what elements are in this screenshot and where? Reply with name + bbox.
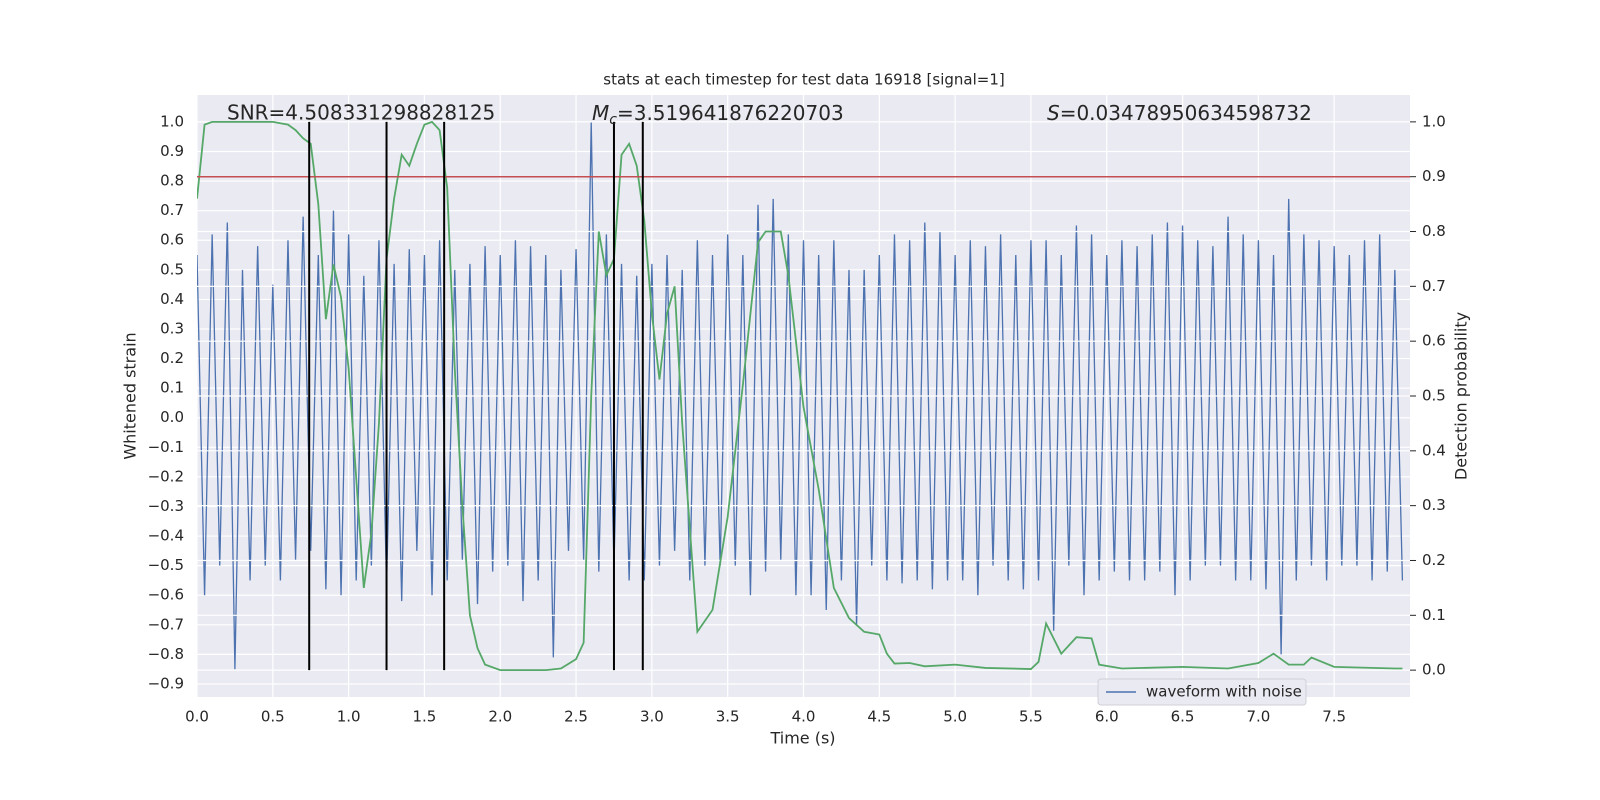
x-tick-label: 1.5 [413, 708, 437, 726]
y-tick-label: 0.1 [160, 379, 184, 397]
y2-tick-label: 0.9 [1422, 167, 1446, 185]
symbol: M [592, 101, 609, 125]
x-tick-label: 7.0 [1246, 708, 1270, 726]
y-tick-label: −0.1 [148, 438, 184, 456]
y-tick-label: −0.2 [148, 467, 184, 485]
snr-annotation: SNR=4.508331298828125 [227, 101, 495, 125]
y-tick-label: 1.0 [160, 112, 184, 130]
clip-group [197, 120, 1410, 672]
score-annotation: S=0.03478950634598732 [1047, 101, 1312, 125]
y-axis-label: Whitened strain [121, 332, 140, 459]
y2-tick-label: 0.7 [1422, 277, 1446, 295]
y-tick-label: −0.7 [148, 615, 184, 633]
x-tick-label: 0.0 [185, 708, 209, 726]
y-tick-label: 0.4 [160, 290, 184, 308]
y-tick-label: −0.5 [148, 556, 184, 574]
legend-label: waveform with noise [1146, 683, 1302, 701]
x-tick-label: 1.0 [337, 708, 361, 726]
y-tick-label: 0.8 [160, 172, 184, 190]
y2-axis-label: Detection probability [1452, 312, 1471, 480]
y2-tick-label: 0.2 [1422, 551, 1446, 569]
y-tick-label: −0.9 [148, 674, 184, 692]
x-tick-label: 5.5 [1019, 708, 1043, 726]
x-tick-label: 6.5 [1171, 708, 1195, 726]
series-line [197, 120, 1403, 672]
chart-title: stats at each timestep for test data 169… [603, 71, 1004, 89]
y-tick-label: 0.6 [160, 231, 184, 249]
legend-box [1097, 678, 1307, 706]
x-tick-label: 7.5 [1322, 708, 1346, 726]
y-tick-label: 0.9 [160, 142, 184, 160]
y2-tick-label: 0.1 [1422, 606, 1446, 624]
y2-tick-label: 0.0 [1422, 661, 1446, 679]
x-tick-label: 6.0 [1095, 708, 1119, 726]
y2-tick-label: 0.8 [1422, 222, 1446, 240]
x-tick-label: 3.0 [640, 708, 664, 726]
y-tick-label: 0.3 [160, 319, 184, 337]
chirp-mass-annotation: Mc=3.519641876220703 [592, 101, 844, 129]
y2-tick-label: 0.6 [1422, 332, 1446, 350]
subscript: c [609, 112, 617, 128]
y-tick-label: 0.2 [160, 349, 184, 367]
symbol: S [1047, 101, 1060, 125]
y2-tick-label: 1.0 [1422, 112, 1446, 130]
legend: waveform with noise [1097, 678, 1307, 706]
x-axis-label: Time (s) [769, 729, 835, 748]
x-tick-label: 0.5 [261, 708, 285, 726]
y-tick-label: −0.6 [148, 586, 184, 604]
y-tick-label: −0.3 [148, 497, 184, 515]
y-tick-label: 0.0 [160, 408, 184, 426]
x-tick-label: 2.5 [564, 708, 588, 726]
x-tick-label: 5.0 [943, 708, 967, 726]
series-line [197, 121, 1404, 670]
x-tick-label: 4.5 [867, 708, 891, 726]
x-tick-label: 3.5 [716, 708, 740, 726]
x-tick-label: 2.0 [488, 708, 512, 726]
value-text: =0.03478950634598732 [1060, 101, 1312, 125]
plot-area: 0.0 0.5 1.0 1.5 2.0 2.5 3.0 3.5 4.0 4.5 5.0 5.5 6.0 6… [148, 95, 1446, 726]
y-tick-label: 0.5 [160, 260, 184, 278]
clip-group [197, 121, 1404, 670]
y2-tick-label: 0.5 [1422, 387, 1446, 405]
y-tick-label: −0.4 [148, 527, 184, 545]
value-text: =3.519641876220703 [617, 101, 844, 125]
y2-tick-label: 0.4 [1422, 441, 1446, 459]
y2-tick-label: 0.3 [1422, 496, 1446, 514]
y-tick-label: 0.7 [160, 201, 184, 219]
x-tick-label: 4.0 [792, 708, 816, 726]
y-tick-label: −0.8 [148, 645, 184, 663]
